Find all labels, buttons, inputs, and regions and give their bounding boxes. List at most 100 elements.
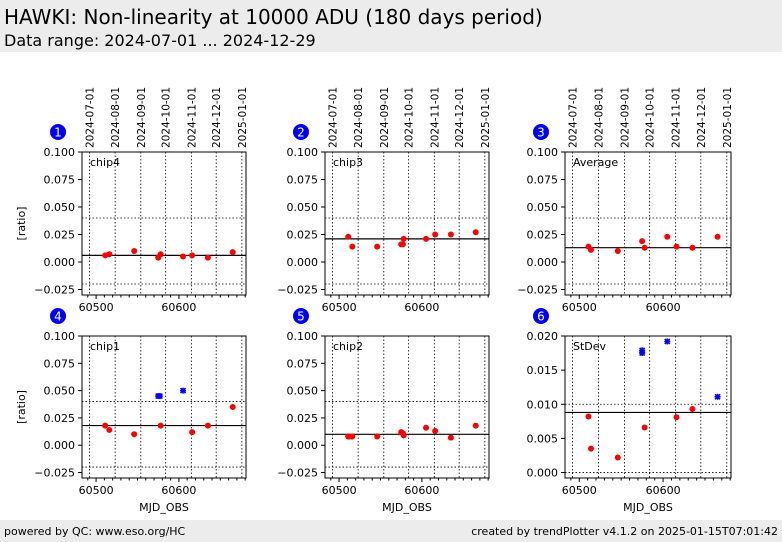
- date-tick-label: 2024-12-01: [211, 87, 223, 148]
- data-point: [229, 404, 236, 410]
- y-tick-label: −0.025: [277, 284, 318, 297]
- date-tick-label: 2024-10-01: [161, 87, 173, 148]
- data-point: [614, 454, 621, 461]
- panel-label: StDev: [573, 340, 607, 353]
- y-tick-label: 0.025: [527, 229, 559, 242]
- date-tick-label: 2024-08-01: [110, 87, 122, 148]
- outlier-point: [714, 393, 721, 400]
- footer-bar: powered by QC: www.eso.org/HC created by…: [0, 520, 782, 542]
- data-point: [639, 238, 646, 245]
- data-point: [131, 248, 138, 254]
- data-point: [664, 233, 671, 240]
- y-tick-label: 0.000: [287, 256, 319, 269]
- x-axis-label: MJD_OBS: [139, 501, 189, 514]
- x-axis-label: MJD_OBS: [623, 501, 673, 514]
- date-tick-label: 2024-11-01: [429, 87, 441, 148]
- data-point: [423, 424, 430, 431]
- panel-chip2: 5 −0.025 0.000 0.025 0.050 0.075 0.100 60500 606…: [277, 308, 490, 514]
- panel-number: 5: [297, 310, 305, 324]
- panel-StDev: 6 0.000 0.005 0.010 0.015 0.020 60500 60600 MJD_…: [527, 308, 732, 514]
- axes-frame: [81, 335, 247, 479]
- y-tick-label: 0.075: [527, 174, 559, 187]
- y-tick-label: 0.050: [44, 201, 76, 214]
- x-tick-label: 60500: [79, 484, 114, 497]
- x-tick-label: 60500: [79, 301, 114, 314]
- data-point: [614, 248, 621, 254]
- data-point: [447, 434, 454, 441]
- x-tick-label: 60600: [161, 484, 196, 497]
- date-tick-label: 2024-11-01: [186, 87, 198, 148]
- y-axis-label: [ratio]: [15, 390, 28, 424]
- data-point: [106, 426, 113, 433]
- x-axis-label: MJD_OBS: [382, 501, 432, 514]
- data-point: [432, 231, 439, 238]
- date-tick-label: 2024-12-01: [454, 87, 466, 148]
- outlier-point: [639, 347, 646, 354]
- y-tick-label: −0.025: [34, 467, 75, 480]
- x-tick-label: 60600: [404, 301, 439, 314]
- data-point: [447, 231, 454, 238]
- date-tick-label: 2024-10-01: [645, 87, 657, 148]
- data-point: [349, 433, 356, 440]
- date-tick-label: 2024-07-01: [568, 87, 580, 148]
- data-point: [585, 413, 592, 420]
- date-tick-label: 2024-08-01: [353, 87, 365, 148]
- data-point: [689, 244, 696, 251]
- data-point: [374, 243, 381, 250]
- x-tick-label: 60500: [562, 301, 597, 314]
- data-range-subtitle: Data range: 2024-07-01 ... 2024-12-29: [4, 31, 316, 50]
- data-point: [587, 445, 594, 452]
- axes-frame: [564, 335, 732, 479]
- axes-frame: [324, 335, 490, 479]
- date-tick-label: 2024-07-01: [84, 87, 96, 148]
- y-tick-label: 0.015: [527, 364, 559, 377]
- data-point: [157, 422, 164, 429]
- y-tick-label: 0.000: [44, 439, 76, 452]
- data-point: [400, 432, 407, 439]
- data-point: [204, 422, 211, 429]
- data-point: [472, 422, 479, 429]
- date-tick-label: 2024-07-01: [327, 87, 339, 148]
- panel-number: 6: [537, 310, 545, 324]
- y-tick-label: 0.000: [527, 256, 559, 269]
- y-tick-label: 0.100: [44, 146, 76, 159]
- panel-number: 2: [297, 126, 305, 140]
- data-point: [229, 249, 236, 256]
- y-tick-label: 0.025: [287, 229, 319, 242]
- data-point: [689, 406, 696, 413]
- y-tick-label: 0.025: [287, 412, 319, 425]
- outlier-point: [179, 387, 187, 394]
- y-tick-label: 0.075: [287, 357, 319, 370]
- powered-by-text: powered by QC: www.eso.org/HC: [4, 525, 186, 538]
- outlier-mark: [639, 347, 646, 354]
- panel-label: chip3: [333, 156, 363, 169]
- data-point: [157, 251, 164, 258]
- x-tick-label: 60500: [322, 301, 357, 314]
- y-tick-label: 0.075: [44, 174, 76, 187]
- outlier-mark: [664, 338, 671, 345]
- y-tick-label: −0.025: [34, 284, 75, 297]
- y-tick-label: 0.075: [44, 357, 76, 370]
- panel-number-badge: [533, 308, 549, 324]
- data-point: [189, 429, 196, 436]
- trend-plots: 1 2024-07-01 2024-08-01 2024-09-01 2024-10-0…: [15, 87, 734, 514]
- x-tick-label: 60500: [562, 484, 597, 497]
- y-tick-label: 0.100: [287, 146, 319, 159]
- data-point: [714, 233, 721, 240]
- y-tick-label: 0.000: [527, 467, 559, 480]
- data-point: [399, 241, 406, 248]
- panel-number-badge: [293, 308, 309, 324]
- axes-frame: [324, 151, 490, 296]
- date-tick-label: 2025-01-01: [722, 87, 734, 148]
- y-tick-label: 0.050: [287, 201, 319, 214]
- data-point: [400, 235, 407, 242]
- data-point: [349, 243, 356, 250]
- data-point: [102, 422, 109, 429]
- date-tick-label: 2024-10-01: [404, 87, 416, 148]
- y-tick-label: 0.020: [527, 330, 559, 343]
- panel-chip3: 2 2024-07-01 2024-08-01 2024-09-01 2024-10-0…: [277, 87, 492, 314]
- data-point: [587, 246, 594, 253]
- panel-number: 3: [537, 126, 545, 140]
- y-tick-label: 0.025: [44, 412, 76, 425]
- y-tick-label: 0.075: [287, 174, 319, 187]
